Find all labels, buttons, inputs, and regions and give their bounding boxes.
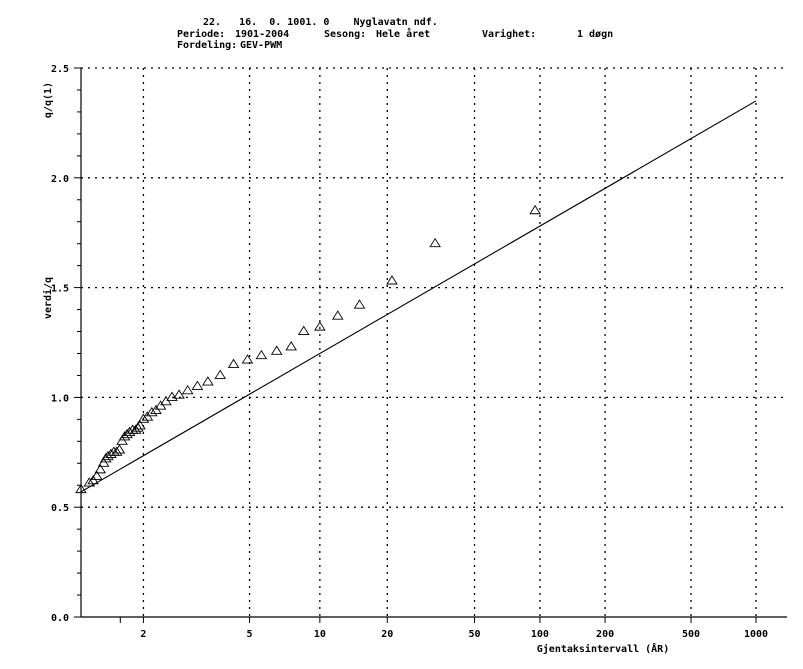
fitted-line-group	[80, 100, 757, 493]
observation-point	[113, 444, 126, 454]
observation-points	[75, 204, 541, 494]
observation-point	[331, 310, 344, 320]
observation-point	[94, 464, 107, 474]
observation-point	[137, 413, 150, 423]
observation-point	[173, 389, 185, 399]
fordeling-label: Fordeling:	[177, 40, 238, 51]
observation-point	[314, 321, 326, 331]
x-tick-label: 500	[682, 629, 700, 640]
observation-point	[202, 376, 214, 386]
observation-point	[132, 422, 144, 432]
observation-point	[134, 420, 146, 430]
y-axis-label: verdi/q	[42, 277, 54, 319]
fordeling-value: GEV-PWM	[240, 40, 283, 51]
sesong-label: Sesong:	[324, 29, 367, 40]
x-tick-label: 10	[314, 629, 326, 640]
sesong-value: Hele året	[376, 29, 431, 40]
x-tick-label: 50	[469, 629, 481, 640]
x-tick-label: 2	[140, 629, 146, 640]
observation-point	[105, 448, 117, 458]
grid-lines	[81, 67, 787, 617]
periode-label: Periode:	[177, 29, 226, 40]
observation-point	[297, 325, 310, 335]
observation-point	[255, 349, 268, 360]
observation-point	[145, 406, 158, 417]
observation-point	[241, 354, 254, 364]
observation-point	[214, 369, 227, 379]
observation-point	[529, 204, 541, 215]
observation-point	[353, 299, 366, 309]
x-axis-label: Gjentaksintervall (ÅR)	[537, 642, 669, 655]
observation-point	[90, 470, 103, 480]
y-tick-label: 2.0	[51, 174, 69, 185]
observation-point	[181, 384, 194, 395]
varighet-value: 1 døgn	[577, 29, 614, 40]
periode-value: 1901-2004	[235, 29, 290, 40]
observation-point	[191, 380, 204, 390]
y-tick-label: 2.5	[51, 64, 69, 75]
x-tick-label: 5	[247, 629, 253, 640]
y-tick-label: 0.0	[51, 613, 69, 624]
axes	[80, 68, 787, 618]
observation-point	[227, 358, 240, 368]
y-axis-ticks: 0.0 0.5 1.0 1.5 2.0 2.5	[51, 64, 81, 624]
fitted-line	[80, 100, 757, 493]
y-tick-label: 1.5	[51, 284, 69, 295]
observation-point	[166, 391, 178, 401]
x-axis-ticks: 2 5 10 20 50 100 200 500 1000	[119, 617, 768, 640]
observation-point	[386, 275, 398, 285]
y-tick-label: 1.0	[51, 393, 69, 404]
observation-point	[270, 345, 283, 355]
varighet-label: Varighet:	[482, 29, 537, 40]
observation-point	[83, 477, 96, 487]
observation-point	[429, 237, 441, 248]
x-tick-label: 1000	[744, 629, 768, 640]
x-tick-label: 20	[381, 629, 393, 640]
header-line-1: 22. 16. 0. 1001. 0 Nyglavatn ndf.	[203, 17, 438, 28]
x-tick-label: 200	[596, 629, 614, 640]
y-tick-label: 0.5	[51, 503, 69, 514]
observation-point	[285, 341, 297, 351]
y-axis-label-top: q/q(1)	[43, 82, 54, 118]
observation-point	[75, 483, 87, 494]
x-tick-label: 100	[531, 629, 549, 640]
observation-point	[110, 446, 123, 456]
